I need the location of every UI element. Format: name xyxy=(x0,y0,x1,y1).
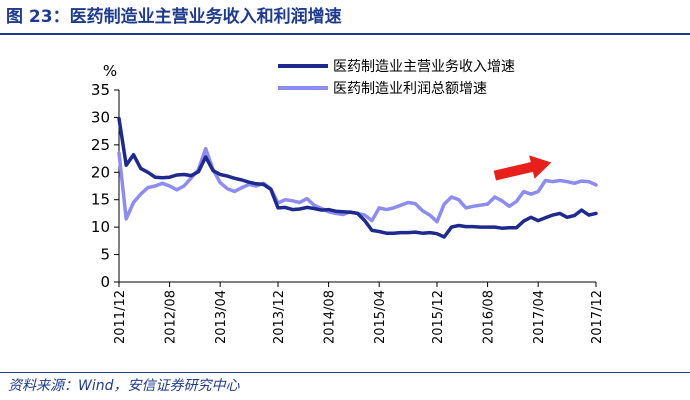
legend-label-2: 医药制造业利润总额增速 xyxy=(333,81,487,97)
y-tick-label: 25 xyxy=(91,136,110,154)
x-axis: 2011/12 2012/08 2013/04 2013/12 2014/08 2015/… xyxy=(113,281,605,344)
series-line-1 xyxy=(117,116,598,239)
source-divider xyxy=(0,372,690,373)
y-axis-unit-label: % xyxy=(103,62,117,80)
legend-label-1: 医药制造业主营业务收入增速 xyxy=(333,59,515,75)
trend-arrow xyxy=(493,155,552,181)
annotation-layer xyxy=(493,155,552,181)
y-tick-label: 15 xyxy=(91,191,110,209)
x-tick-label: 2012/08 xyxy=(164,290,179,344)
x-tick-label: 2015/12 xyxy=(431,290,446,344)
x-tick-label: 2013/04 xyxy=(214,290,229,344)
y-tick-label: 10 xyxy=(91,218,110,236)
trend-arrow-shape xyxy=(493,155,552,181)
y-tick-label: 20 xyxy=(91,163,110,181)
y-tick-label: 30 xyxy=(91,108,110,126)
x-tick-label: 2015/04 xyxy=(373,290,388,344)
y-tick-label: 35 xyxy=(91,81,110,99)
series-line-2 xyxy=(117,146,598,224)
x-tick-label: 2017/04 xyxy=(532,290,547,344)
y-axis: 0 5 10 15 20 25 30 35% xyxy=(91,62,120,291)
title-divider xyxy=(0,33,690,35)
x-tick-label: 2014/08 xyxy=(323,290,338,344)
x-tick-label: 2011/12 xyxy=(113,290,128,344)
figure-title: 图 23：医药制造业主营业务收入和利润增速 xyxy=(6,7,342,27)
x-tick-label: 2013/12 xyxy=(272,290,287,344)
y-tick-label: 5 xyxy=(100,246,110,264)
x-tick-label: 2017/12 xyxy=(590,290,605,344)
x-tick-label: 2016/08 xyxy=(482,290,497,344)
source-note: 资料来源：Wind，安信证券研究中心 xyxy=(8,378,240,394)
y-tick-label: 0 xyxy=(100,273,110,291)
series-layer xyxy=(117,116,598,239)
